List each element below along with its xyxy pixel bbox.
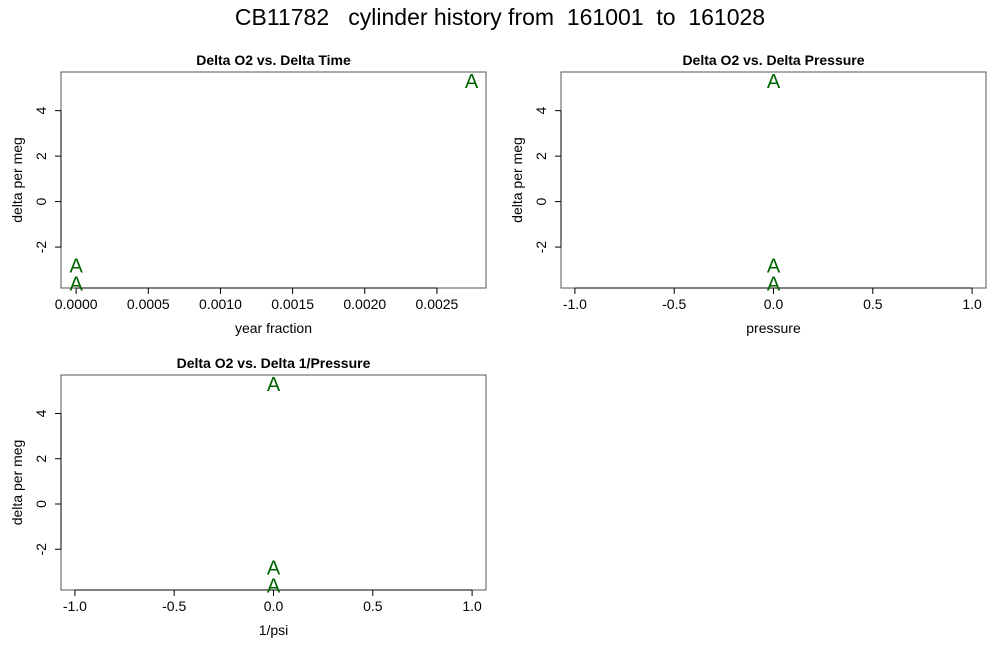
x-tick-label: 0.0020 — [343, 296, 386, 312]
plot-panel-3: Delta O2 vs. Delta 1/Pressure -1.0 -0.5 0.0… — [9, 355, 487, 638]
plot-title: Delta O2 vs. Delta Time — [196, 52, 351, 68]
data-point: A — [767, 71, 781, 93]
x-axis-label: pressure — [746, 320, 801, 336]
x-tick-label: 0.0015 — [271, 296, 314, 312]
y-tick-label: 4 — [533, 107, 549, 115]
y-tick-label: -2 — [33, 241, 49, 254]
x-tick-label: 0.0025 — [416, 296, 459, 312]
x-tick-label: 0.5 — [363, 598, 383, 614]
y-tick-label: 4 — [33, 107, 49, 115]
plot-title: Delta O2 vs. Delta Pressure — [682, 52, 864, 68]
plot-frame — [60, 71, 487, 289]
x-tick-label: 0.0 — [764, 296, 784, 312]
x-tick-label: 0.0005 — [127, 296, 170, 312]
data-point: A — [267, 557, 281, 579]
y-tick-label: 0 — [33, 197, 49, 205]
x-tick-label: 0.5 — [863, 296, 883, 312]
y-axis-label: delta per meg — [9, 137, 25, 223]
x-tick-label: 0.0 — [264, 598, 284, 614]
y-tick-label: 0 — [33, 500, 49, 508]
y-tick-label: -2 — [33, 543, 49, 556]
y-tick-label: -2 — [533, 241, 549, 254]
plot-title: Delta O2 vs. Delta 1/Pressure — [177, 355, 371, 371]
y-tick-label: 4 — [33, 409, 49, 417]
y-axis-label: delta per meg — [9, 440, 25, 526]
x-tick-label: 1.0 — [462, 598, 482, 614]
y-axis-label: delta per meg — [509, 137, 525, 223]
x-axis-label: year fraction — [235, 320, 312, 336]
plot-panel-1: Delta O2 vs. Delta Time 0.0000 0.0005 0.001… — [9, 52, 487, 336]
y-tick-label: 2 — [533, 152, 549, 160]
y-tick-label: 2 — [33, 455, 49, 463]
data-point: A — [465, 71, 479, 93]
x-tick-label: 1.0 — [962, 296, 982, 312]
data-point: A — [767, 255, 781, 277]
x-tick-label: -1.0 — [63, 598, 87, 614]
x-tick-label: -0.5 — [162, 598, 186, 614]
y-tick-label: 0 — [533, 197, 549, 205]
data-point: A — [69, 255, 83, 277]
plot-panel-2: Delta O2 vs. Delta Pressure -1.0 -0.5 0.0 0.… — [509, 52, 987, 336]
data-point: A — [69, 273, 83, 295]
data-point: A — [267, 374, 281, 396]
data-point: A — [767, 273, 781, 295]
x-tick-label: 0.0010 — [199, 296, 242, 312]
data-point: A — [267, 575, 281, 597]
y-tick-label: 2 — [33, 152, 49, 160]
x-tick-label: 0.0000 — [55, 296, 98, 312]
page-title: CB11782 cylinder history from 161001 to … — [234, 4, 766, 30]
x-tick-label: -0.5 — [662, 296, 686, 312]
x-tick-label: -1.0 — [563, 296, 587, 312]
x-axis-label: 1/psi — [259, 622, 289, 638]
